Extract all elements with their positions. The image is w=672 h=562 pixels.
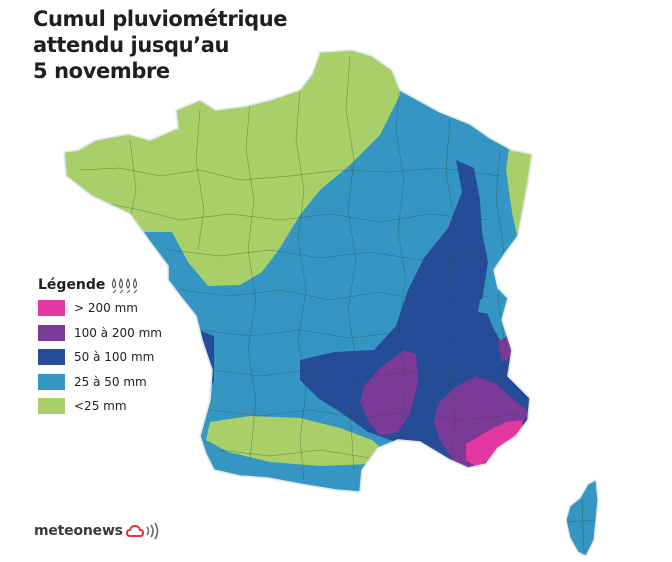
title-line-1: Cumul pluviométrique: [33, 7, 288, 31]
legend-header: Légende: [38, 274, 162, 296]
legend-title: Légende: [38, 277, 106, 293]
title-line-3: 5 novembre: [33, 59, 170, 83]
rain-drops-icon: [112, 277, 138, 294]
legend-item: 100 à 200 mm: [38, 321, 162, 346]
legend-swatch: [38, 349, 65, 366]
legend-label: 100 à 200 mm: [74, 325, 162, 340]
legend-swatch: [38, 324, 65, 341]
legend-label: > 200 mm: [74, 301, 138, 316]
brand-name: meteonews: [34, 523, 123, 539]
legend-swatch: [38, 398, 65, 415]
legend-label: 50 à 100 mm: [74, 350, 155, 365]
zone-lt25-east: [506, 140, 532, 250]
legend-item: 50 à 100 mm: [38, 345, 162, 370]
legend-label: <25 mm: [74, 399, 127, 414]
department-borders: [79, 55, 521, 481]
title-line-2: attendu jusqu’au: [33, 33, 230, 57]
legend-item: <25 mm: [38, 394, 162, 419]
legend: Légende > 200 mm 100 à 200 mm 50 à 100 m…: [38, 274, 162, 419]
corsica-borders: [567, 499, 597, 553]
zone-gt200: [466, 420, 524, 468]
brand-logo: meteonews: [34, 521, 162, 541]
cloud-broadcast-icon: [125, 522, 159, 540]
legend-swatch: [38, 300, 65, 317]
zone-25-50-alps: [478, 290, 500, 314]
zone-100-200-center: [360, 350, 418, 436]
zone-100-200-east: [434, 376, 530, 468]
legend-swatch: [38, 373, 65, 390]
map-title: Cumul pluviométrique attendu jusqu’au 5 …: [33, 6, 288, 84]
france-outline: [63, 49, 533, 493]
corsica: [565, 479, 599, 557]
legend-item: 25 à 50 mm: [38, 370, 162, 395]
legend-label: 25 à 50 mm: [74, 374, 147, 389]
legend-item: > 200 mm: [38, 296, 162, 321]
